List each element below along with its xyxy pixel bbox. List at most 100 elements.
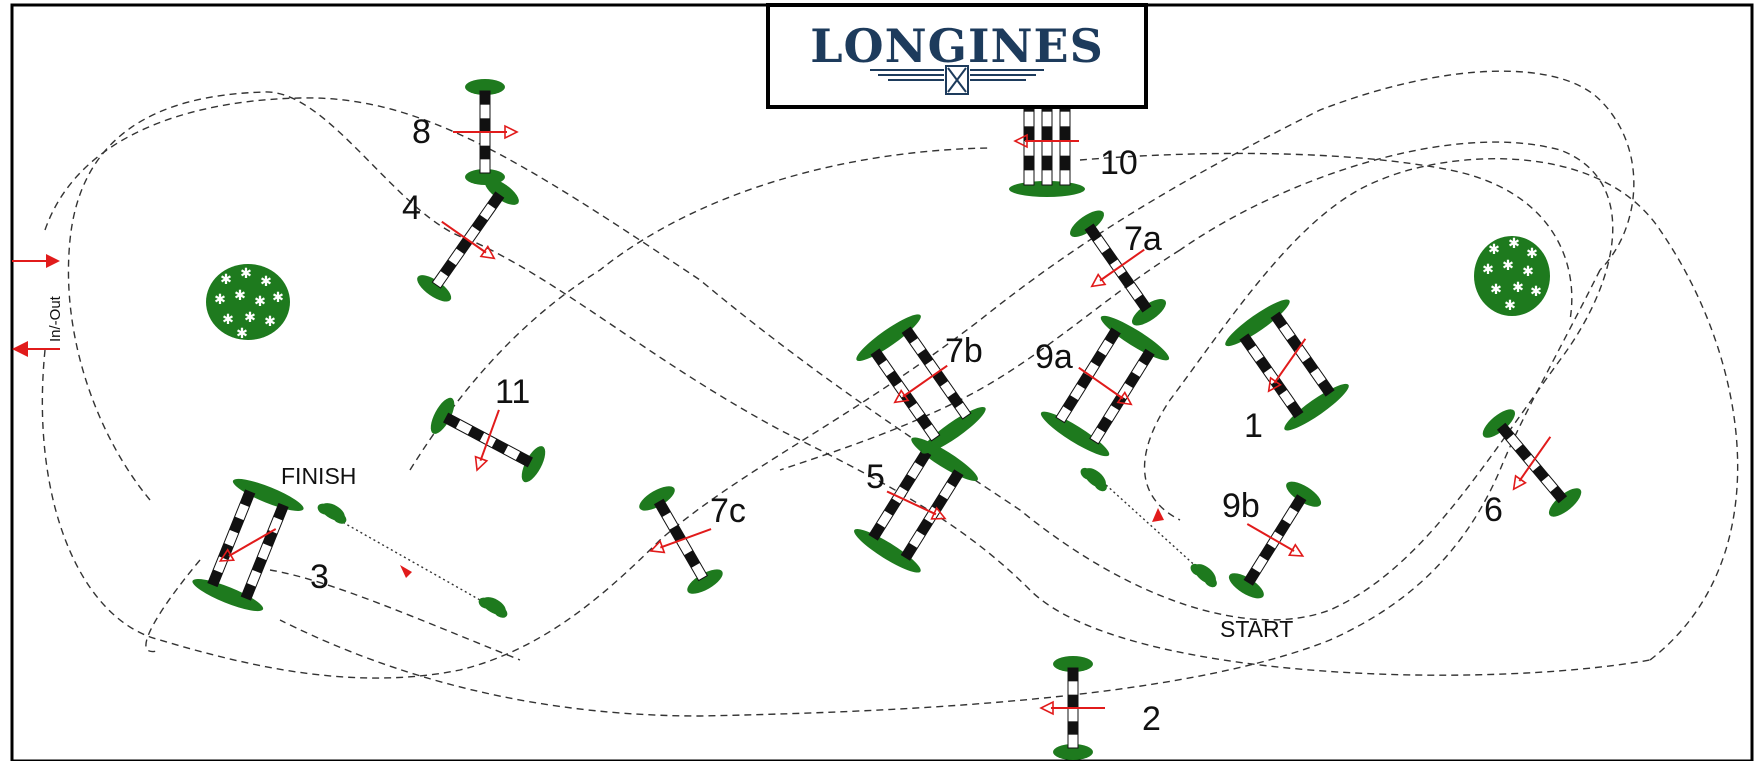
fence-pole-stripe xyxy=(1042,126,1052,141)
fence-pole-stripe xyxy=(899,474,916,492)
fence-pole-stripe xyxy=(1076,372,1093,390)
fence-pole-stripe xyxy=(931,494,948,512)
fence-wing xyxy=(465,79,505,95)
fence-pole-stripe xyxy=(1532,464,1549,482)
fence-pole-stripe xyxy=(1060,126,1070,141)
entrance-label: In/-Out xyxy=(47,295,64,342)
in-arrow-icon xyxy=(46,254,60,268)
fence-pole-stripe xyxy=(467,426,485,442)
winged-hourglass-icon xyxy=(870,65,1044,95)
svg-text:✱: ✱ xyxy=(1530,284,1542,300)
out-arrow-icon xyxy=(12,341,28,357)
fence-pole-stripe xyxy=(1259,543,1276,561)
svg-text:✱: ✱ xyxy=(1482,262,1494,278)
direction-arrow-icon xyxy=(218,528,277,562)
fence-pole-stripe xyxy=(1024,126,1034,141)
direction-arrow-icon xyxy=(453,124,519,140)
fence-wing xyxy=(484,178,519,205)
direction-arrow-icon xyxy=(441,220,496,260)
fence-pole-stripe xyxy=(1118,270,1135,289)
direction-arrow-icon xyxy=(474,409,500,472)
fence-number: 1 xyxy=(1244,407,1263,445)
fence-pole-stripe xyxy=(1138,349,1155,366)
fence-wing xyxy=(687,569,723,594)
fence-wing xyxy=(1548,488,1582,517)
finish-label: FINISH xyxy=(281,463,356,489)
fence-number: 7a xyxy=(1124,220,1162,258)
fence-wing xyxy=(1100,315,1170,361)
fence-pole-stripe xyxy=(669,524,686,543)
fence-pole-stripe xyxy=(684,550,700,568)
fence-wing xyxy=(232,478,304,511)
direction-arrow-icon xyxy=(1078,366,1133,406)
fence-number: 10 xyxy=(1100,144,1138,182)
fence-pole-stripe xyxy=(273,503,289,521)
svg-text:✱: ✱ xyxy=(1508,236,1520,252)
fence-pole-stripe xyxy=(487,192,504,210)
fence-wing xyxy=(856,314,921,362)
fence-pole-stripe xyxy=(515,451,533,467)
svg-text:✱: ✱ xyxy=(244,310,256,326)
fence-pole-stripe xyxy=(1024,155,1034,171)
fence-pole xyxy=(900,469,964,561)
fence-pole-stripe xyxy=(1042,155,1052,171)
fence-wing xyxy=(1131,299,1166,326)
fence-number: 4 xyxy=(402,189,421,227)
fence-pole-stripe xyxy=(1286,400,1303,418)
fence-1 xyxy=(1225,299,1349,431)
fence-wing xyxy=(1284,383,1349,431)
fence-pole-stripe xyxy=(480,145,490,160)
fence-number: 5 xyxy=(866,458,885,496)
fence-number: 8 xyxy=(412,113,431,151)
fence-wing xyxy=(1225,299,1290,347)
svg-text:✱: ✱ xyxy=(264,314,276,330)
fence-wing xyxy=(430,397,455,434)
svg-text:✱: ✱ xyxy=(214,292,226,308)
shrub-left-icon: ✱ ✱ ✱ ✱ ✱ ✱ ✱ ✱ ✱ ✱✱ xyxy=(206,264,290,342)
svg-text:✱: ✱ xyxy=(1526,246,1538,262)
svg-text:✱: ✱ xyxy=(272,290,284,306)
fence-number: 7b xyxy=(945,332,983,370)
svg-text:✱: ✱ xyxy=(1502,258,1514,274)
fence-number: 9b xyxy=(1222,487,1260,525)
fence-5 xyxy=(854,437,978,573)
direction-arrow-icon xyxy=(886,490,947,520)
direction-arrow-icon xyxy=(893,364,948,404)
svg-text:✱: ✱ xyxy=(1522,264,1534,280)
fence-pole-stripe xyxy=(456,237,473,255)
fence-2 xyxy=(1053,656,1093,760)
fence-pole-stripe xyxy=(491,438,509,454)
fence-pole-stripe xyxy=(1255,356,1272,374)
fence-wing xyxy=(1286,481,1322,507)
svg-text:✱: ✱ xyxy=(1490,282,1502,298)
fence-number: 7c xyxy=(710,492,746,530)
fence-wing xyxy=(1228,573,1264,599)
fence-pole-stripe xyxy=(1515,444,1532,462)
fence-pole-stripe xyxy=(480,91,490,105)
start-label: START xyxy=(1220,616,1293,642)
fence-pole-stripe xyxy=(240,490,255,508)
fence-wing xyxy=(854,529,921,573)
fence-pole-stripe xyxy=(1101,247,1118,266)
direction-arrow-icon xyxy=(649,528,712,554)
fence-pole-stripe xyxy=(654,499,671,518)
fence-wing xyxy=(192,579,264,612)
fence-wing xyxy=(1070,210,1105,237)
fence-pole-stripe xyxy=(1274,519,1291,537)
svg-text:✱: ✱ xyxy=(234,288,246,304)
direction-arrow-icon xyxy=(1267,338,1307,393)
shrub-right-icon: ✱ ✱✱ ✱ ✱ ✱ ✱ ✱ ✱✱ xyxy=(1474,236,1550,316)
fence-pole-stripe xyxy=(947,391,964,409)
fence-pole-stripe xyxy=(229,516,244,534)
fence-pole-stripe xyxy=(1085,224,1102,242)
direction-arrow-icon xyxy=(1013,133,1079,149)
course-path xyxy=(41,70,1739,717)
fence-pole-stripe xyxy=(1068,721,1078,735)
sponsor-logo: LONGINES xyxy=(766,3,1148,109)
fence-number: 9a xyxy=(1035,338,1073,376)
svg-text:✱: ✱ xyxy=(220,272,232,288)
fence-pole-stripe xyxy=(1060,155,1070,171)
fence-pole-stripe xyxy=(1124,371,1141,389)
fence-pole-stripe xyxy=(440,259,457,277)
fence-pole-stripe xyxy=(207,569,223,587)
